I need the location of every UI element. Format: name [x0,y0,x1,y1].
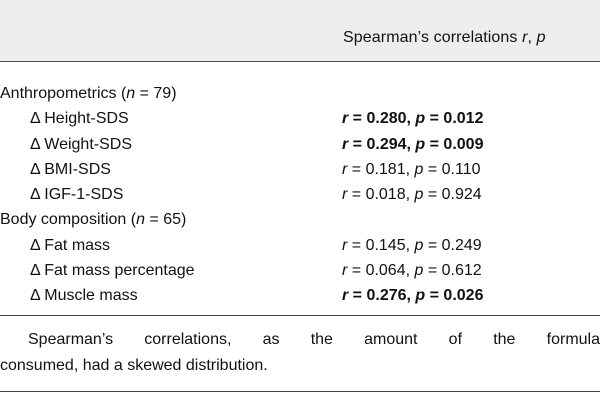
correlation-value: r = 0.276, p = 0.026 [342,287,484,305]
r-value: 0.294 [366,135,407,153]
footnote-end-rule [0,391,600,392]
table-row: Δ Height-SDS r = 0.280, p = 0.012 [0,106,600,131]
variable-label: Δ Height-SDS [30,110,129,128]
footnote-line-1: Spearman’s correlations, as the amount o… [28,331,600,348]
n-symbol: n [126,85,136,102]
section-title: Anthropometrics ( [0,85,127,102]
p-value: 0.924 [441,186,482,204]
r-value: 0.181 [365,160,406,178]
p-value: 0.026 [443,287,484,305]
section-row-body-composition: Body composition (n = 65) [0,207,600,232]
p-value: 0.009 [443,135,484,153]
section-title: Body composition ( [0,211,137,229]
column-header-prefix: Spearman’s correlations [343,29,523,46]
table-row: Δ Muscle mass r = 0.276, p = 0.026 [0,283,600,308]
r-value: 0.018 [365,186,406,204]
r-value: 0.064 [365,262,406,280]
n-value: = 79) [135,85,177,102]
table-header-band: Spearman’s correlations r, p [0,0,600,62]
p-value: 0.012 [443,110,484,128]
variable-label: Δ Fat mass percentage [30,262,195,280]
variable-label: Δ BMI-SDS [30,160,111,178]
correlation-value: r = 0.294, p = 0.009 [342,135,484,153]
correlation-value: r = 0.280, p = 0.012 [342,110,484,128]
variable-label: Δ Fat mass [30,236,111,254]
variable-label: Δ Weight-SDS [30,135,132,153]
p-value: 0.110 [441,160,481,178]
correlation-value: r = 0.018, p = 0.924 [342,186,482,204]
table-row: Δ IGF-1-SDS r = 0.018, p = 0.924 [0,182,600,207]
p-value: 0.249 [441,236,482,254]
footnote-line-2: consumed, had a skewed distribution. [0,357,268,374]
correlation-value: r = 0.145, p = 0.249 [342,236,482,254]
table-row: Δ Fat mass percentage r = 0.064, p = 0.6… [0,258,600,283]
table-footnote: Spearman’s correlations, as the amount o… [0,327,600,379]
correlation-value: r = 0.064, p = 0.612 [342,262,482,280]
section-label: Body composition (n = 65) [0,207,186,232]
table-body: Anthropometrics (n = 79) Δ Height-SDS r … [0,81,600,309]
section-label: Anthropometrics (n = 79) [0,81,177,106]
column-header: Spearman’s correlations r, p [343,29,546,47]
r-value: 0.280 [366,110,407,128]
table-row: Δ Fat mass r = 0.145, p = 0.249 [0,233,600,258]
n-value: = 65) [144,211,187,229]
table-bottom-rule [0,315,600,316]
column-header-separator: , [527,29,537,46]
column-header-r-symbol: r [522,29,528,46]
variable-label: Δ IGF-1-SDS [30,186,124,204]
column-header-p-symbol: p [536,29,546,46]
p-value: 0.612 [441,262,482,280]
variable-label: Δ Muscle mass [30,287,138,305]
table-row: Δ Weight-SDS r = 0.294, p = 0.009 [0,132,600,157]
n-symbol: n [136,211,145,229]
r-value: 0.145 [365,236,406,254]
r-value: 0.276 [366,287,407,305]
section-row-anthropometrics: Anthropometrics (n = 79) [0,81,600,106]
correlation-value: r = 0.181, p = 0.110 [342,160,481,178]
table-row: Δ BMI-SDS r = 0.181, p = 0.110 [0,157,600,182]
